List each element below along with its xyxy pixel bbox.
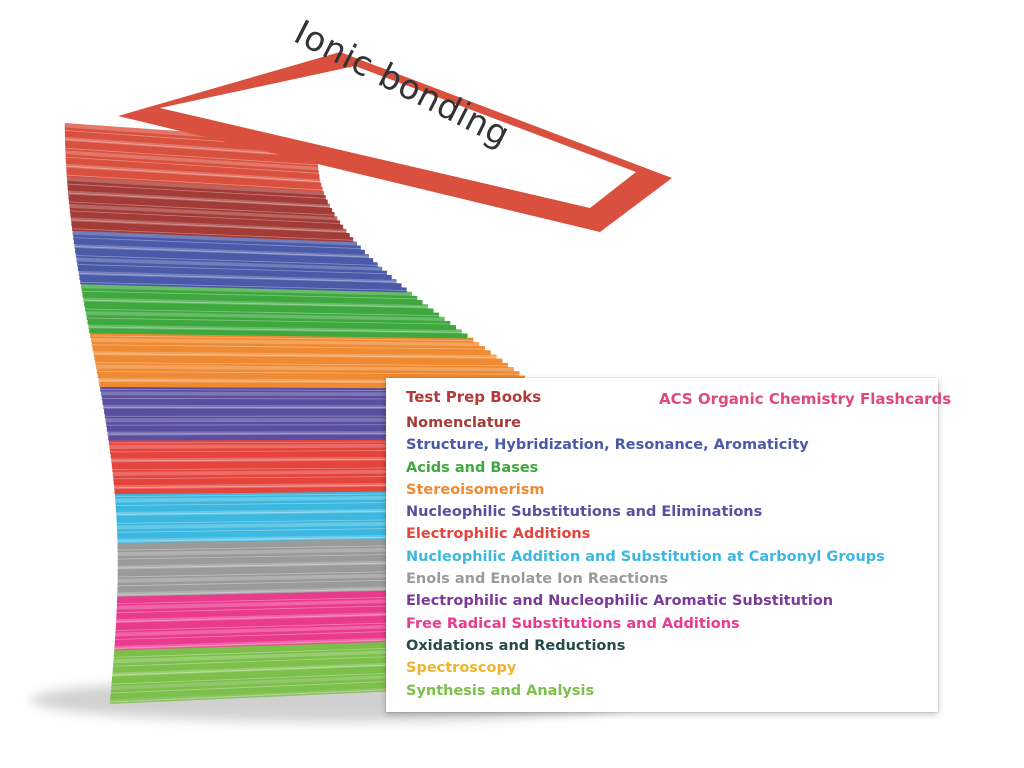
card-edge bbox=[65, 149, 319, 172]
card-edge bbox=[91, 341, 485, 352]
topic-item: Enols and Enolate Ion Reactions bbox=[406, 571, 669, 588]
card-edge-highlight bbox=[68, 201, 335, 216]
card-edge bbox=[71, 225, 354, 243]
topic-item: Electrophilic Additions bbox=[406, 526, 591, 543]
topic-item: Stereoisomerism bbox=[406, 481, 545, 498]
card-edge-highlight bbox=[67, 183, 326, 199]
card-edge bbox=[75, 248, 374, 264]
card-edge bbox=[69, 203, 338, 222]
card-edge-highlight bbox=[74, 246, 369, 258]
card-edge bbox=[95, 359, 509, 368]
card-edge bbox=[88, 323, 462, 335]
card-edge bbox=[65, 158, 320, 180]
card-edge bbox=[92, 346, 491, 356]
topic-item: Structure, Hybridization, Resonance, Aro… bbox=[406, 437, 809, 454]
card-edge-highlight bbox=[86, 317, 451, 325]
card-edge-highlight bbox=[96, 371, 520, 375]
card-edge bbox=[66, 163, 321, 184]
card-edge bbox=[81, 288, 418, 301]
card-edge-highlight bbox=[66, 174, 323, 191]
topic-list: Nomenclature Structure, Hybridization, R… bbox=[406, 412, 885, 702]
card-edge bbox=[90, 332, 474, 343]
card-edge bbox=[65, 145, 319, 167]
card-edge bbox=[75, 252, 378, 268]
card-edge-highlight bbox=[65, 147, 319, 166]
card-edge bbox=[67, 181, 326, 201]
topic-item: Spectroscopy bbox=[406, 660, 517, 677]
card-edge bbox=[66, 167, 322, 188]
card-edge bbox=[93, 350, 497, 360]
card-edge bbox=[76, 256, 383, 272]
card-edge bbox=[96, 368, 520, 377]
card-edge bbox=[66, 176, 325, 197]
card-edge bbox=[70, 216, 347, 234]
topic-item: Oxidations and Reductions bbox=[406, 637, 626, 654]
card-edge bbox=[72, 230, 357, 247]
card-edge bbox=[82, 292, 423, 306]
card-edge-highlight bbox=[90, 335, 474, 342]
card-edge-highlight bbox=[93, 353, 497, 358]
card-edge bbox=[80, 283, 412, 297]
card-edge-highlight bbox=[69, 210, 341, 224]
card-edge-highlight bbox=[95, 362, 509, 367]
card-edge bbox=[69, 207, 341, 226]
card-edge-highlight bbox=[65, 156, 319, 174]
card-edge bbox=[85, 310, 445, 322]
card-edge bbox=[68, 194, 333, 213]
card-edge-highlight bbox=[70, 219, 347, 233]
top-card bbox=[118, 52, 672, 232]
card-edge-highlight bbox=[77, 264, 387, 275]
product-title: ACS Organic Chemistry Flashcards bbox=[659, 390, 952, 408]
card-edge bbox=[78, 270, 397, 285]
card-edge bbox=[67, 185, 328, 205]
card-edge bbox=[71, 221, 350, 239]
card-edge bbox=[73, 239, 365, 255]
card-edge bbox=[86, 315, 451, 326]
card-edge bbox=[96, 364, 514, 373]
card-edge-highlight bbox=[71, 228, 354, 241]
card-edge bbox=[68, 198, 335, 218]
card-edge bbox=[77, 261, 387, 276]
topic-item: Nucleophilic Addition and Substitution a… bbox=[406, 548, 885, 565]
card-edge bbox=[87, 319, 457, 331]
card-edge bbox=[79, 274, 402, 289]
card-edge-highlight bbox=[73, 237, 361, 250]
card-edge bbox=[65, 140, 318, 163]
card-edge bbox=[66, 172, 323, 193]
topic-item: Acids and Bases bbox=[406, 459, 539, 476]
card-edge-highlight bbox=[80, 281, 407, 291]
card-edge-highlight bbox=[66, 165, 321, 183]
topic-legend-card: Test Prep Books ACS Organic Chemistry Fl… bbox=[386, 378, 951, 712]
card-edge bbox=[70, 212, 344, 230]
top-card-face bbox=[160, 66, 636, 208]
card-edge bbox=[89, 328, 468, 339]
card-edge-highlight bbox=[68, 192, 330, 208]
card-edge bbox=[77, 265, 392, 280]
card-edge-highlight bbox=[84, 308, 440, 317]
card-edge-highlight bbox=[88, 326, 462, 333]
card-edge bbox=[65, 154, 319, 176]
topic-item: Synthesis and Analysis bbox=[406, 682, 595, 699]
card-edge-highlight bbox=[78, 272, 397, 283]
card-edge bbox=[65, 136, 319, 159]
card-edge bbox=[73, 234, 361, 251]
card-edge bbox=[83, 297, 429, 310]
card-edge-highlight bbox=[83, 299, 429, 308]
card-edge bbox=[94, 355, 503, 364]
card-edge-highlight bbox=[75, 255, 378, 266]
card-edge bbox=[74, 243, 369, 260]
card-edge bbox=[80, 279, 407, 293]
card-edge bbox=[68, 189, 330, 209]
card-edge bbox=[84, 301, 434, 314]
card-edge bbox=[90, 337, 480, 347]
topic-item: Nucleophilic Substitutions and Eliminati… bbox=[406, 504, 763, 521]
brand-name: Test Prep Books bbox=[406, 388, 542, 406]
topic-item: Electrophilic and Nucleophilic Aromatic … bbox=[406, 593, 834, 610]
card-edge bbox=[84, 306, 440, 318]
card-edge-highlight bbox=[91, 344, 485, 350]
card-edge-highlight bbox=[81, 290, 418, 300]
topic-item: Nomenclature bbox=[406, 415, 521, 431]
topic-item: Free Radical Substitutions and Additions bbox=[406, 615, 740, 632]
